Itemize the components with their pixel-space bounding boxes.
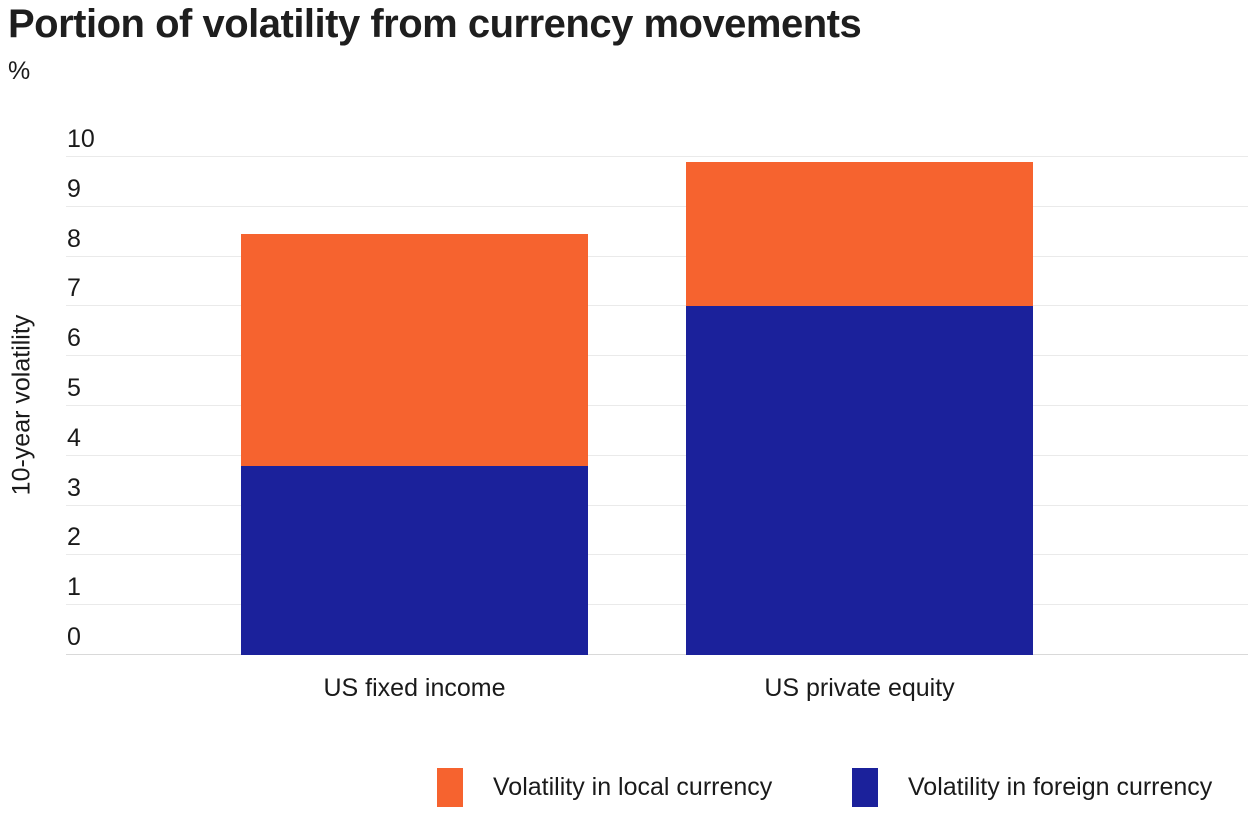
legend-label-2: Volatility in foreign currency (908, 773, 1213, 801)
gridline-1 (66, 604, 1248, 606)
bar-segment-us-private-equity-volatility-in-local-currency (686, 162, 1033, 307)
gridline-4 (66, 454, 1248, 456)
legend-swatch-2 (852, 768, 878, 807)
gridline-3 (66, 504, 1248, 506)
unit-label: % (8, 57, 31, 85)
legend-item-2: Volatility in foreign currency (852, 768, 1212, 807)
y-tick-label-6: 6 (67, 324, 81, 353)
gridline-5 (66, 405, 1248, 406)
gridline-2 (66, 554, 1248, 556)
bar-segment-us-private-equity-volatility-in-foreign-currency (686, 306, 1033, 655)
gridline-0 (66, 654, 1248, 655)
y-axis-title: 10-year volatility (7, 314, 36, 496)
y-tick-label-0: 0 (67, 623, 81, 651)
y-tick-label-2: 2 (67, 523, 81, 552)
plot-area: 0 1 2 3 4 5 6 7 8 9 10 (66, 126, 1248, 655)
legend-item-1: Volatility in local currency (437, 768, 772, 807)
y-tick-label-4: 4 (67, 423, 81, 452)
x-axis-label-1: US fixed income (323, 674, 506, 702)
chart-title: Portion of volatility from currency move… (8, 2, 862, 46)
legend-swatch-1 (437, 768, 463, 807)
y-tick-label-10: 10 (67, 125, 95, 153)
x-axis-label-2: US private equity (764, 674, 955, 702)
y-tick-label-7: 7 (67, 274, 81, 303)
gridline-9 (66, 205, 1248, 207)
y-tick-label-9: 9 (67, 174, 81, 203)
legend-label-1: Volatility in local currency (493, 773, 773, 801)
gridline-6 (66, 355, 1248, 357)
y-tick-label-3: 3 (67, 473, 81, 502)
y-tick-label-1: 1 (67, 573, 81, 602)
bar-segment-us-fixed-income-volatility-in-foreign-currency (241, 465, 588, 655)
y-tick-label-5: 5 (67, 374, 81, 402)
bar-segment-us-fixed-income-volatility-in-local-currency (241, 234, 588, 466)
gridline-7 (66, 305, 1248, 307)
gridline-10 (66, 156, 1248, 157)
gridline-8 (66, 255, 1248, 257)
y-tick-label-8: 8 (67, 224, 81, 253)
